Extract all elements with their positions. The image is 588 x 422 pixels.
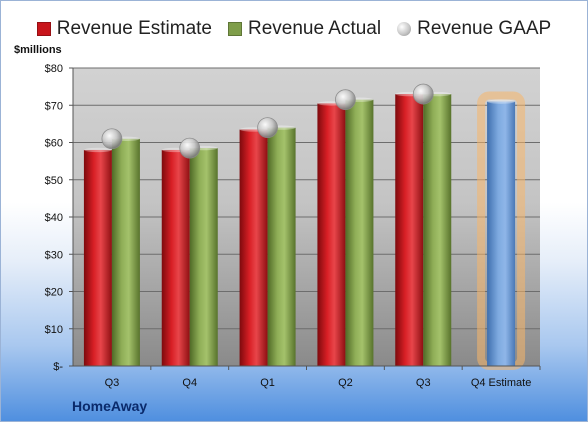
bars [83,91,526,371]
bar-actual [189,148,218,366]
y-tick-label: $10 [45,324,63,336]
bar-actual [267,127,296,366]
y-tick-label: $40 [45,212,63,224]
bar-estimate [83,149,112,366]
y-tick-label: $20 [45,287,63,299]
gaap-marker [101,128,123,150]
bar-actual [345,99,374,366]
company-name: HomeAway [72,398,148,414]
x-tick-label: Q3 [105,377,120,389]
legend-item-actual: Revenue Actual [228,18,381,40]
y-tick-label: $- [53,361,63,373]
legend-label-estimate: Revenue Estimate [56,18,212,39]
x-tick-label: Q1 [260,377,275,389]
gaap-marker [335,89,356,111]
x-tick-label: Q4 Estimate [471,377,532,389]
legend-label-actual: Revenue Actual [248,18,382,39]
y-tick-label: $70 [45,100,63,112]
bar-forecast [487,101,516,367]
gaap-markers [101,83,434,159]
y-tick-label: $30 [45,249,63,261]
x-axis: Q3 Q4 Q1 Q2 Q3 Q4 Estimate [73,365,541,389]
y-axis-unit-label: $millions [14,44,62,56]
bar-estimate-top [83,147,112,153]
legend-marker-gaap [397,22,412,36]
y-tick-label: $60 [45,138,63,150]
gaap-marker [412,83,434,105]
bar-estimate [161,149,190,366]
gaap-marker [179,137,201,159]
legend-item-gaap: Revenue GAAP [397,18,551,40]
bar-actual [423,94,452,366]
x-tick-label: Q4 [182,377,197,389]
bar-estimate [239,129,268,366]
x-tick-label: Q2 [338,377,353,389]
y-axis: $- $10 $20 $30 $40 $50 $60 $70 $80 [45,63,74,373]
legend-swatch-actual [228,22,242,36]
legend: Revenue Estimate Revenue Actual Revenue … [0,16,588,42]
legend-swatch-estimate [36,22,51,36]
bar-estimate [317,103,346,366]
legend-item-estimate: Revenue Estimate [36,18,212,40]
bar-actual [111,138,140,366]
gaap-marker [257,117,278,138]
x-tick-label: Q3 [416,377,431,389]
y-tick-label: $50 [45,175,63,187]
y-tick-label: $80 [45,63,63,75]
bar-estimate [395,94,424,366]
bar-forecast-top [487,99,516,104]
legend-label-gaap: Revenue GAAP [417,18,552,39]
